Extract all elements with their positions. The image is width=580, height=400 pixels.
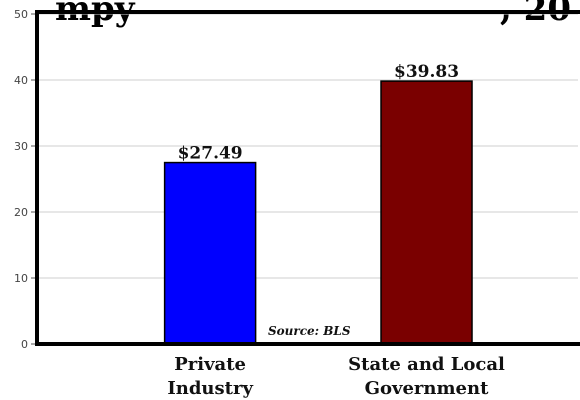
category-label: Private (174, 354, 246, 375)
bar (380, 80, 473, 345)
y-axis-ticks: 0 10 20 30 40 50 (14, 8, 37, 351)
category-label: Industry (167, 378, 253, 399)
y-tick-label: 10 (14, 272, 28, 285)
gridlines (37, 13, 578, 279)
y-tick-label: 30 (14, 140, 28, 153)
source-annotation: Source: BLS (268, 324, 351, 338)
y-tick-label: 0 (21, 338, 28, 351)
category-label: Government (365, 378, 489, 399)
bars (163, 80, 473, 345)
category-label: State and Local (348, 354, 505, 375)
category-labels: Private Industry State and Local Government (167, 354, 505, 399)
y-tick-label: 20 (14, 206, 28, 219)
y-tick-label: 50 (14, 8, 28, 21)
data-labels: $27.49 $39.83 (178, 62, 459, 163)
data-label: $39.83 (394, 62, 459, 82)
plot-frame (35, 10, 580, 346)
data-label: $27.49 (178, 144, 243, 164)
y-tick-label: 40 (14, 74, 28, 87)
bar (163, 161, 257, 345)
